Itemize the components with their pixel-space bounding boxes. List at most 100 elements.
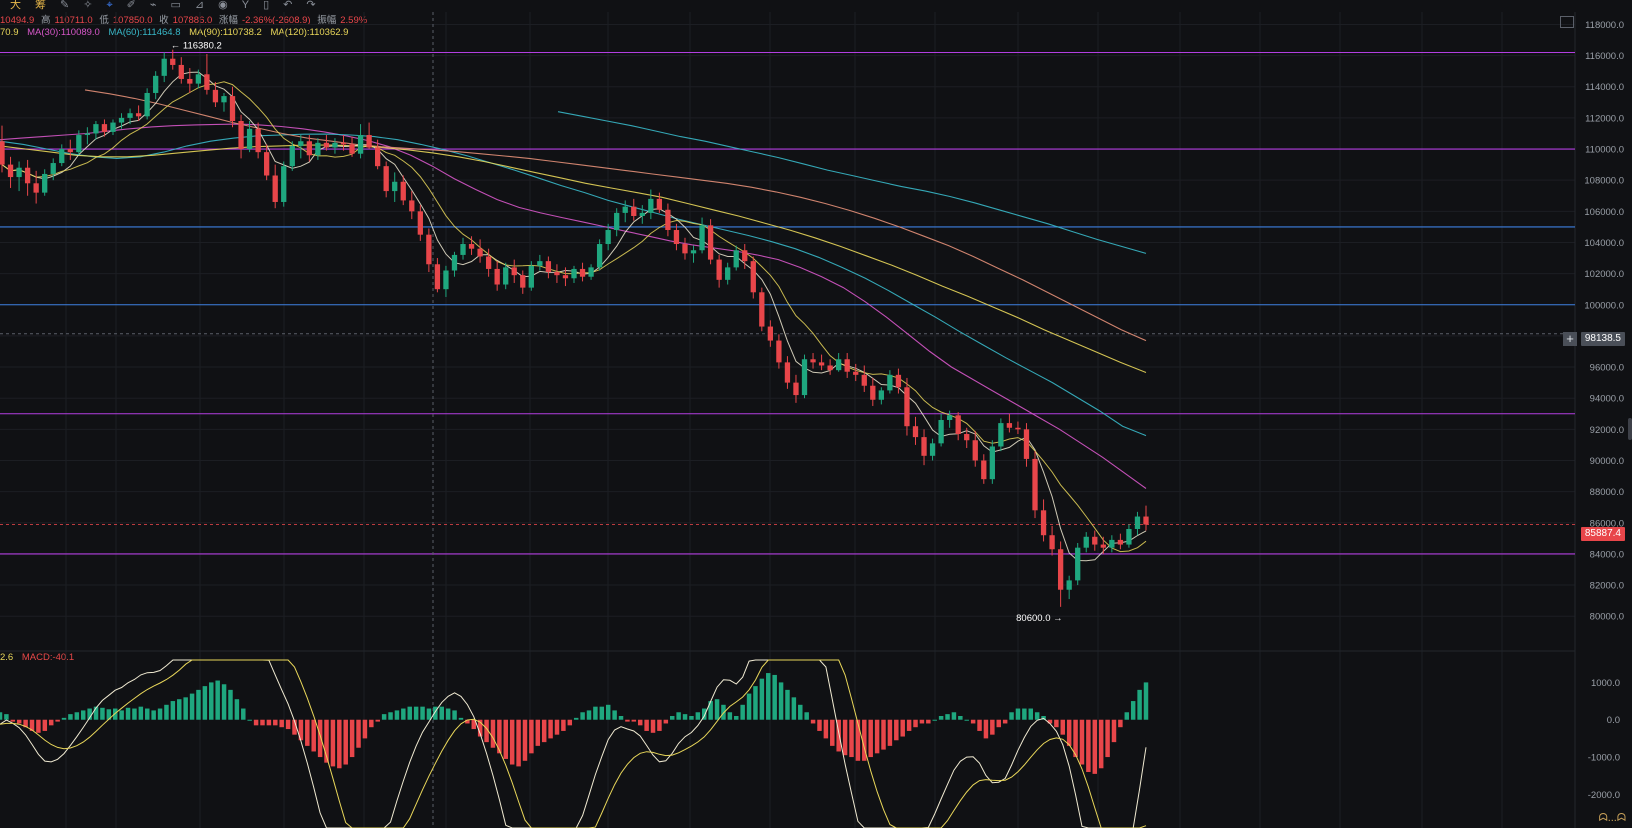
- candle-body: [315, 142, 321, 156]
- candle-body: [84, 133, 91, 136]
- macd-histogram-bar: [830, 719, 835, 746]
- macd-histogram-bar: [1015, 708, 1021, 720]
- eye-icon[interactable]: ◉: [218, 0, 228, 11]
- candle-body: [981, 460, 987, 480]
- macd-histogram-bar: [631, 719, 637, 722]
- candle-body: [468, 244, 475, 249]
- add-alert-button[interactable]: +: [1563, 332, 1577, 346]
- candle-body: [793, 382, 799, 396]
- candle-body: [759, 292, 765, 327]
- macd-histogram-bar: [273, 719, 278, 726]
- macd-histogram-bar: [132, 708, 137, 720]
- candle-body: [272, 175, 278, 202]
- macd-dif-line: [0, 659, 1147, 828]
- macd-histogram-bar: [1137, 689, 1142, 720]
- candle-body: [588, 267, 594, 277]
- measure-icon[interactable]: ⊿: [194, 0, 205, 11]
- macd-histogram-bar: [516, 719, 521, 767]
- macd-histogram-bar: [112, 708, 118, 720]
- candle-body: [434, 264, 441, 290]
- candle-body: [1023, 429, 1030, 459]
- macd-histogram-bar: [23, 719, 28, 728]
- macd-histogram-bar: [990, 719, 995, 735]
- candle-body: [144, 92, 150, 117]
- candle-body: [1117, 539, 1124, 545]
- macd-histogram-bar: [1060, 719, 1066, 735]
- macd-histogram-bar: [522, 719, 528, 761]
- candle-body: [426, 234, 432, 265]
- candle-body: [374, 147, 381, 167]
- candle-body: [929, 443, 936, 456]
- chips-button[interactable]: 筹: [35, 0, 46, 11]
- macd-histogram-bar: [689, 716, 694, 720]
- macd-histogram-bar: [862, 719, 867, 761]
- candle-body: [998, 423, 1004, 447]
- candle-body: [33, 183, 39, 193]
- redo-icon[interactable]: ↷: [306, 0, 316, 11]
- macd-histogram-bar: [349, 719, 355, 758]
- macd-histogram-bar: [541, 719, 547, 743]
- magic-icon[interactable]: ✧: [83, 0, 93, 11]
- candle-body: [443, 270, 449, 290]
- candle-body: [554, 272, 560, 276]
- macd-histogram-bar: [1028, 708, 1034, 720]
- macd-histogram-bar: [708, 701, 713, 720]
- candle-body: [400, 181, 406, 201]
- candle-body: [170, 58, 176, 65]
- macd-histogram-bar: [1022, 708, 1027, 720]
- y-tick-label: 92000.0: [1590, 425, 1624, 436]
- candle-body: [622, 206, 628, 213]
- macd-histogram-bar: [234, 699, 240, 720]
- brush-icon[interactable]: ⌁: [149, 0, 157, 11]
- cursor-icon[interactable]: ⌖: [106, 0, 113, 11]
- candle-body: [503, 267, 509, 285]
- macd-histogram-bar: [977, 719, 982, 731]
- macd-histogram-bar: [938, 716, 944, 720]
- big-button[interactable]: 大: [10, 0, 21, 11]
- undo-icon[interactable]: ↶: [283, 0, 293, 11]
- macd-histogram-bar: [823, 719, 829, 739]
- y-tick-label: 88000.0: [1590, 487, 1624, 498]
- macd-histogram-bar: [970, 719, 976, 724]
- close-label: 收: [159, 15, 169, 26]
- macd-histogram-bar: [241, 708, 246, 720]
- macd-histogram-bar: [10, 719, 16, 722]
- candle-body: [349, 144, 355, 154]
- macd-histogram-bar: [138, 706, 144, 720]
- edit-icon[interactable]: ✎: [60, 0, 70, 11]
- panel-resize-handle[interactable]: [1628, 418, 1632, 440]
- macd-histogram-bar: [637, 719, 643, 726]
- macd-histogram-bar: [561, 719, 566, 731]
- macd-histogram-bar: [721, 704, 726, 720]
- candle-body: [725, 267, 731, 280]
- macd-histogram-bar: [29, 719, 35, 731]
- y-tick-label: 90000.0: [1590, 456, 1624, 467]
- macd-histogram-bar: [157, 708, 163, 720]
- macd-histogram-bar: [650, 719, 656, 733]
- macd-histogram-bar: [177, 699, 182, 720]
- macd-histogram-bar: [292, 719, 297, 735]
- macd-histogram-bar: [887, 719, 893, 746]
- fullscreen-icon[interactable]: [1560, 16, 1574, 28]
- macd-histogram-bar: [746, 693, 752, 720]
- macd-histogram-bar: [484, 719, 489, 743]
- macd-histogram-bar: [68, 714, 73, 720]
- candle-body: [682, 244, 688, 254]
- trash-icon[interactable]: ▯: [263, 0, 270, 11]
- pencil-icon[interactable]: ✐: [126, 0, 136, 11]
- candle-body: [989, 446, 995, 480]
- macd-histogram-bar: [439, 706, 444, 720]
- macd-histogram-bar: [471, 719, 477, 730]
- macd-histogram-bar: [753, 686, 758, 720]
- fork-icon[interactable]: Y: [241, 0, 250, 11]
- macd-histogram-bar: [413, 706, 419, 720]
- macd-histogram-bar: [1092, 719, 1098, 774]
- macd-histogram-bar: [1041, 716, 1046, 720]
- macd-histogram-bar: [663, 719, 669, 724]
- rect-icon[interactable]: ▭: [170, 0, 181, 11]
- candle-body: [895, 374, 902, 388]
- amplitude-value: 2.59%: [340, 15, 368, 26]
- candle-body: [161, 58, 167, 76]
- y-tick-label: 100000.0: [1584, 300, 1624, 311]
